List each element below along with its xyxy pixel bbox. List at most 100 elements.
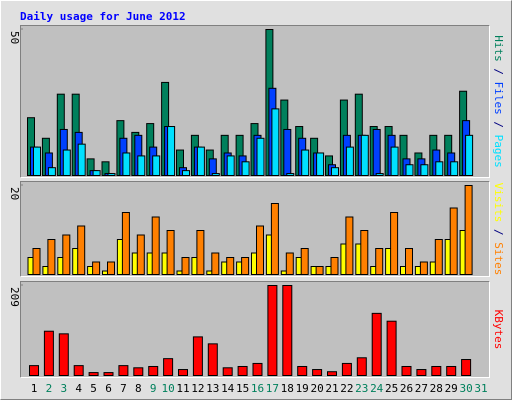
bar	[33, 146, 41, 177]
x-tick-label: 19	[296, 382, 309, 395]
x-tick-label: 5	[90, 382, 97, 395]
bar	[222, 367, 233, 377]
legend-separator: /	[492, 115, 505, 135]
x-tick-label: 29	[445, 382, 458, 395]
bar	[283, 128, 292, 177]
legend: KBytes	[492, 310, 505, 350]
bar	[133, 367, 144, 377]
x-tick-label: 15	[236, 382, 249, 395]
bar	[73, 365, 84, 377]
legend-entry: Files	[492, 82, 505, 115]
bar	[47, 167, 56, 176]
bar	[62, 234, 71, 275]
x-tick-label: 25	[385, 382, 398, 395]
bar	[401, 365, 412, 377]
bar	[420, 164, 429, 177]
bar	[435, 161, 444, 177]
bar	[300, 248, 309, 275]
bar	[47, 239, 56, 275]
bar	[434, 239, 443, 275]
bar	[88, 372, 99, 376]
x-tick-label: 23	[355, 382, 368, 395]
bar	[107, 173, 116, 176]
bar	[182, 170, 190, 176]
bar	[316, 152, 325, 176]
x-tick-label: 4	[75, 382, 82, 395]
y-tick-label: 50	[8, 31, 21, 44]
legend-separator: /	[492, 62, 505, 82]
panel-bevel	[20, 281, 490, 378]
bar	[118, 365, 129, 377]
bar	[167, 126, 176, 176]
x-tick-label: 16	[251, 382, 264, 395]
bar	[270, 203, 279, 275]
bar	[77, 143, 86, 177]
bar	[237, 365, 248, 377]
bar	[122, 152, 131, 176]
bar	[375, 173, 384, 176]
bar	[29, 365, 39, 377]
legend: Visits / Sites	[492, 183, 505, 276]
x-tick-label: 12	[191, 382, 204, 395]
bar	[390, 212, 399, 275]
legend-entry: KBytes	[492, 310, 505, 350]
bar	[92, 261, 101, 275]
panel-bevel	[20, 181, 490, 277]
x-tick-label: 11	[176, 382, 189, 395]
panel	[20, 281, 490, 378]
x-tick-label: 20	[310, 382, 323, 395]
bar	[282, 285, 293, 376]
bar	[107, 261, 115, 275]
legend-entry: Pages	[492, 135, 505, 168]
x-tick-label: 28	[430, 382, 443, 395]
bar	[32, 248, 41, 275]
x-tick-label: 24	[370, 382, 384, 395]
legend-entry: Visits	[492, 183, 505, 223]
bar	[345, 216, 354, 275]
bar	[446, 365, 457, 377]
bar	[241, 161, 250, 177]
bar	[152, 155, 161, 176]
bar	[405, 164, 414, 177]
bar	[62, 149, 71, 176]
bar	[92, 170, 101, 176]
x-tick-label: 22	[340, 382, 353, 395]
bar	[181, 257, 190, 275]
bar	[148, 365, 159, 377]
legend-separator: /	[492, 222, 505, 242]
panel-bevel	[20, 181, 490, 277]
x-tick-label: 31	[474, 382, 487, 395]
bar	[256, 137, 265, 176]
panel-bevel	[20, 25, 490, 178]
bar	[151, 216, 160, 275]
bar	[386, 320, 397, 376]
bar	[419, 261, 428, 275]
bar	[285, 252, 294, 275]
legend-entry: Sites	[492, 242, 505, 275]
y-tick-label: 20	[8, 187, 21, 200]
chart-title: Daily usage for June 2012	[20, 10, 186, 23]
bar	[226, 257, 235, 275]
bar	[121, 212, 130, 275]
bar	[166, 230, 175, 275]
bar	[375, 248, 384, 275]
legend-entry: Hits	[492, 35, 505, 62]
bar	[207, 343, 218, 376]
x-tick-label: 30	[459, 382, 472, 395]
bar	[390, 146, 399, 177]
panel-bevel	[20, 25, 490, 178]
bar	[416, 369, 427, 376]
bar	[372, 128, 381, 177]
bar	[58, 333, 69, 376]
x-tick-label: 2	[46, 382, 53, 395]
bar	[178, 369, 188, 376]
bar	[450, 161, 459, 177]
x-tick-label: 6	[105, 382, 112, 395]
legend: Hits / Files / Pages	[492, 35, 505, 168]
x-tick-label: 9	[150, 382, 157, 395]
x-tick-label: 7	[120, 382, 127, 395]
bar	[356, 357, 367, 377]
bar	[464, 185, 473, 275]
